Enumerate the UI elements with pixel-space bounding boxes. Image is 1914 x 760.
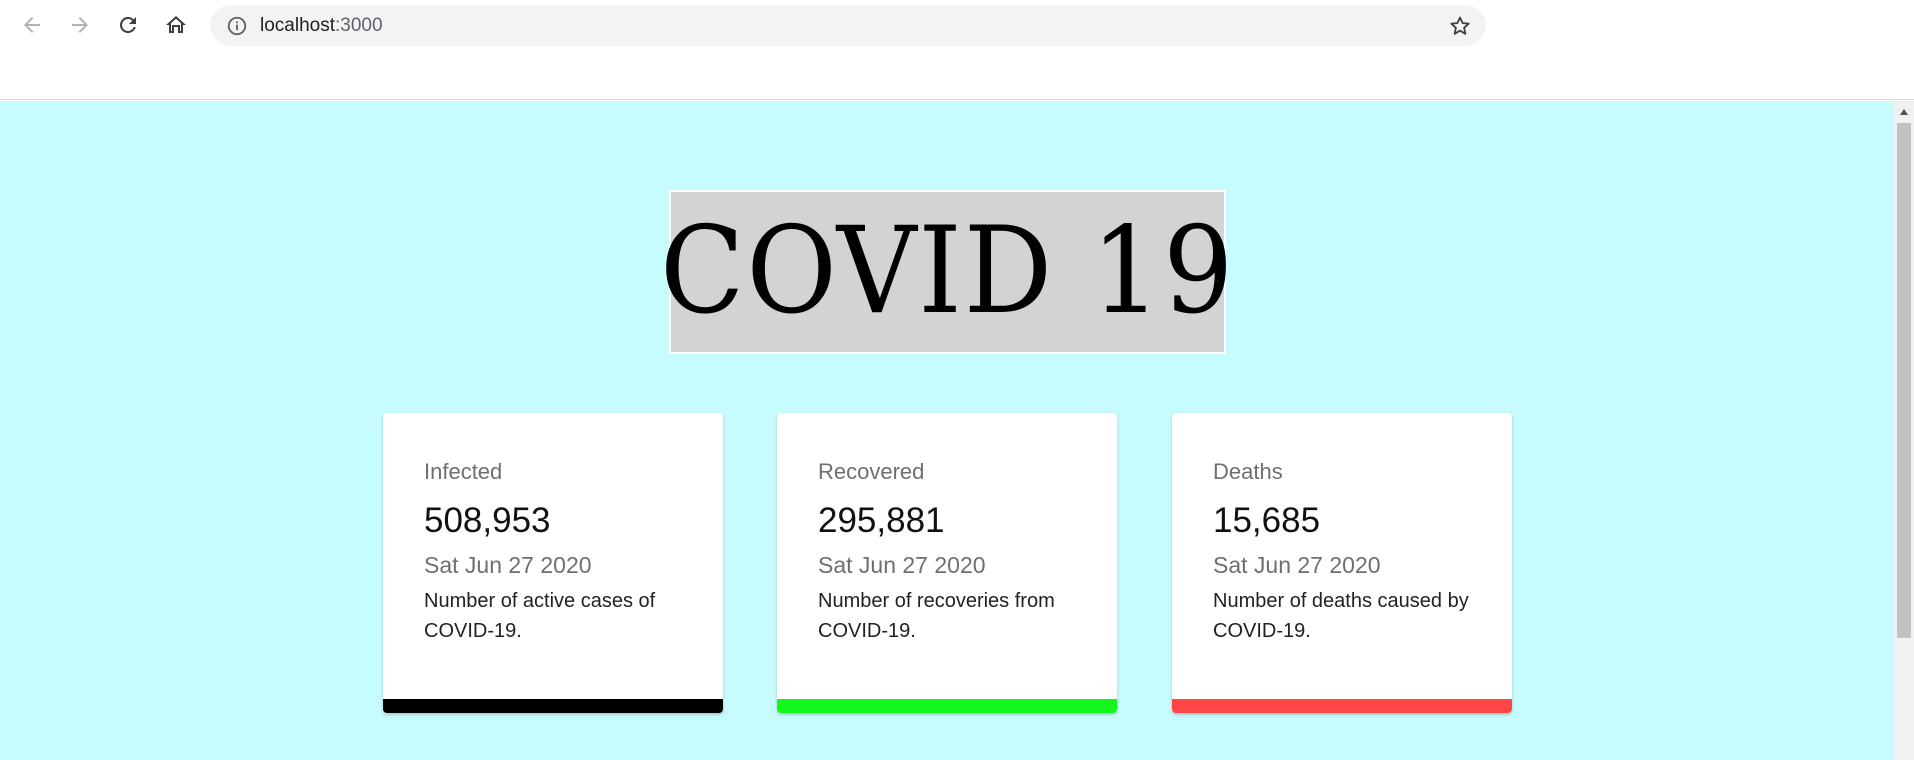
scroll-up-button[interactable]: [1894, 105, 1914, 119]
address-bar[interactable]: localhost:3000: [210, 5, 1486, 46]
url-host: localhost: [260, 15, 335, 36]
url-port: :3000: [335, 15, 383, 36]
card-color-bar: [777, 699, 1117, 713]
card-infected: Infected 508,953 Sat Jun 27 2020 Number …: [383, 413, 723, 713]
url-text[interactable]: localhost:3000: [260, 5, 383, 46]
card-color-bar: [1172, 699, 1512, 713]
card-color-bar: [383, 699, 723, 713]
card-date: Sat Jun 27 2020: [424, 552, 592, 578]
forward-button[interactable]: [63, 8, 97, 42]
star-icon[interactable]: [1448, 14, 1472, 38]
card-value: 15,685: [1213, 501, 1321, 540]
back-button[interactable]: [15, 8, 49, 42]
home-button[interactable]: [159, 8, 193, 42]
forward-arrow-icon: [72, 17, 88, 33]
card-deaths: Deaths 15,685 Sat Jun 27 2020 Number of …: [1172, 413, 1512, 713]
page-title: COVID 19: [659, 202, 1236, 341]
card-date: Sat Jun 27 2020: [818, 552, 986, 578]
reload-icon: [119, 16, 136, 33]
info-icon[interactable]: [226, 15, 248, 37]
home-icon: [166, 16, 186, 33]
card-recovered: Recovered 295,881 Sat Jun 27 2020 Number…: [777, 413, 1117, 713]
card-description: Number of deaths caused by COVID-19.: [1213, 590, 1469, 642]
card-description: Number of active cases of COVID-19.: [424, 590, 656, 642]
back-arrow-icon: [24, 17, 40, 33]
card-value: 295,881: [818, 501, 945, 540]
reload-button[interactable]: [111, 8, 145, 42]
card-date: Sat Jun 27 2020: [1213, 552, 1381, 578]
card-label: Deaths: [1213, 459, 1283, 484]
card-value: 508,953: [424, 501, 551, 540]
scroll-up-arrow-icon: [1900, 109, 1908, 115]
browser-toolbar: localhost:3000: [0, 0, 1914, 100]
page-title-box: COVID 19: [660, 190, 1233, 354]
scrollbar-thumb[interactable]: [1897, 123, 1911, 638]
page-viewport: COVID 19 Infected 508,953 Sat Jun 27 202…: [0, 101, 1894, 760]
card-label: Infected: [424, 459, 503, 484]
vertical-scrollbar[interactable]: [1894, 101, 1914, 760]
card-description: Number of recoveries from COVID-19.: [818, 590, 1055, 642]
card-label: Recovered: [818, 459, 925, 484]
